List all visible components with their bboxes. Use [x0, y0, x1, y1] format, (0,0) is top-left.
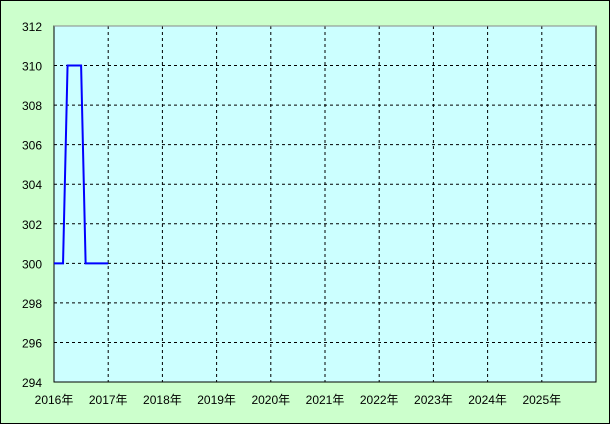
y-tick-label: 310 — [22, 60, 42, 74]
y-tick-label: 300 — [22, 257, 42, 271]
y-tick-label: 304 — [22, 178, 42, 192]
y-tick-label: 312 — [22, 20, 42, 34]
x-tick-label: 2016年 — [35, 393, 74, 407]
x-tick-label: 2022年 — [360, 393, 399, 407]
y-tick-label: 296 — [22, 336, 42, 350]
y-tick-label: 306 — [22, 139, 42, 153]
x-tick-label: 2020年 — [251, 393, 290, 407]
x-tick-label: 2023年 — [414, 393, 453, 407]
x-tick-label: 2018年 — [143, 393, 182, 407]
x-tick-label: 2025年 — [522, 393, 561, 407]
x-tick-label: 2021年 — [306, 393, 345, 407]
y-tick-label: 298 — [22, 297, 42, 311]
y-tick-label: 294 — [22, 376, 42, 390]
x-tick-label: 2019年 — [197, 393, 236, 407]
series-line — [54, 64, 109, 265]
x-tick-label: 2024年 — [468, 393, 507, 407]
y-tick-label: 308 — [22, 99, 42, 113]
x-tick-label: 2017年 — [89, 393, 128, 407]
y-tick-label: 302 — [22, 218, 42, 232]
